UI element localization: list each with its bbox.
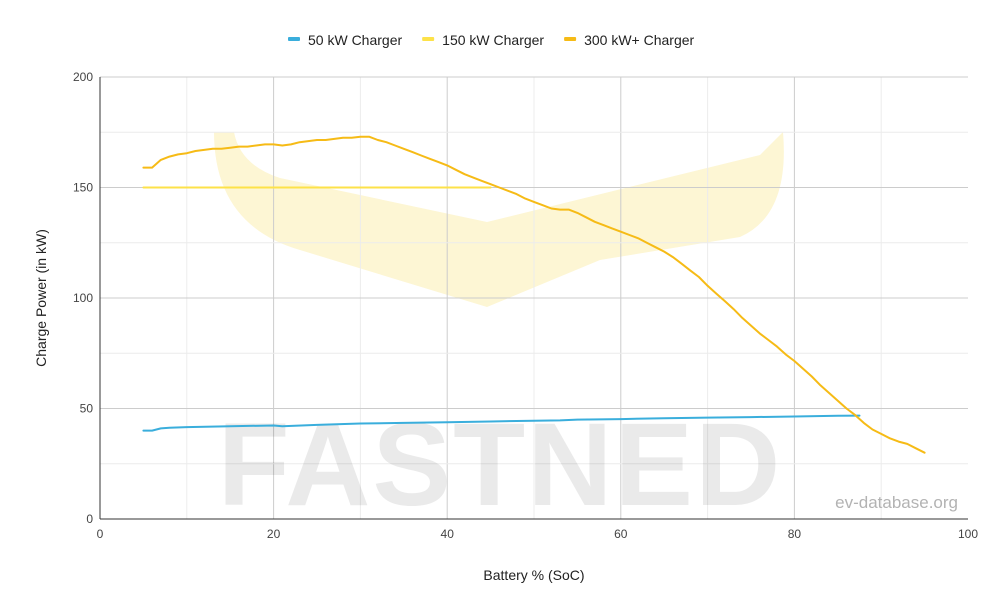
watermark-logo-text: FASTNED [218, 399, 783, 531]
series-line-3 [142, 135, 926, 454]
x-tick-label: 0 [97, 527, 104, 541]
y-tick-label: 50 [80, 402, 94, 416]
y-tick-label: 100 [73, 291, 93, 305]
x-tick-label: 60 [614, 527, 628, 541]
x-tick-label: 20 [267, 527, 281, 541]
y-tick-labels: 0 50 100 150 200 [73, 70, 93, 526]
legend-label: 150 kW Charger [442, 32, 544, 48]
legend-label: 300 kW+ Charger [584, 32, 694, 48]
x-tick-label: 80 [788, 527, 802, 541]
legend-item-1: 50 kW Charger [288, 32, 402, 48]
legend-item-3: 300 kW+ Charger [564, 32, 695, 48]
x-tick-label: 100 [958, 527, 978, 541]
x-axis-title: Battery % (SoC) [483, 567, 584, 583]
x-tick-label: 40 [441, 527, 455, 541]
series-lines [142, 135, 926, 454]
legend-swatch [422, 37, 435, 41]
y-tick-label: 200 [73, 70, 93, 84]
legend: 50 kW Charger 150 kW Charger 300 kW+ Charg… [288, 32, 695, 48]
legend-label: 50 kW Charger [308, 32, 402, 48]
fastned-logo-chevron [214, 132, 784, 307]
series-line-1 [142, 414, 861, 432]
legend-swatch [288, 37, 300, 41]
watermark-credit: ev-database.org [835, 493, 958, 512]
y-tick-label: 150 [73, 181, 93, 195]
legend-item-2: 150 kW Charger [422, 32, 544, 48]
x-tick-labels: 0 20 40 60 80 100 [97, 527, 979, 541]
y-tick-label: 0 [86, 512, 93, 526]
axes [99, 77, 968, 520]
legend-swatch [564, 37, 577, 41]
y-axis-title: Charge Power (in kW) [33, 229, 49, 367]
grid-lines [100, 76, 968, 519]
